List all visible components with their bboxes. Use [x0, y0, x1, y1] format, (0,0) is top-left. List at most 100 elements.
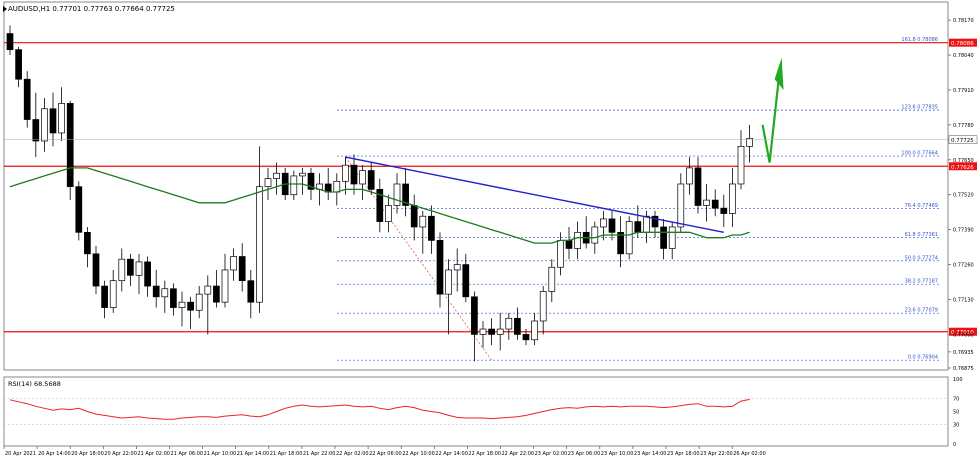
fib-label: 123.6 0.77835 — [901, 105, 938, 111]
bullish-arrow — [761, 71, 781, 163]
fib-label: 0.0 0.76904 — [908, 355, 938, 361]
candle-bull — [393, 183, 401, 206]
candle-bull — [178, 301, 186, 308]
candle-bull — [729, 183, 736, 214]
time-tick-label: 21 Apr 22:00 — [303, 451, 336, 457]
rsi-line — [9, 398, 750, 420]
time-tick-label: 21 Apr 06:00 — [171, 451, 204, 457]
rsi-layer: 100 70 50 30 0 — [4, 377, 963, 448]
time-tick-label: 23 Apr 14:00 — [634, 451, 667, 457]
price-tick-label: 0.77260 — [953, 263, 974, 269]
candle-bull — [342, 164, 349, 182]
candle-bull — [41, 108, 48, 142]
time-tick-label: 20 Apr 22:00 — [104, 451, 137, 457]
moving-average-line — [9, 167, 750, 244]
candle-bull — [359, 170, 366, 185]
candle-bull — [479, 328, 487, 335]
current-price-label: 0.77725 — [951, 138, 974, 144]
candle-bear — [152, 285, 160, 298]
overlay-layer — [9, 57, 784, 244]
time-tick-label: 23 Apr 06:00 — [568, 451, 601, 457]
candle-bear — [49, 108, 57, 134]
candle-bull — [419, 215, 427, 228]
time-tick-label: 21 Apr 18:00 — [270, 451, 303, 457]
candle-bear — [660, 226, 667, 249]
candle-bull — [256, 186, 263, 303]
arrow-head-icon — [774, 57, 784, 90]
time-tick-label: 22 Apr 18:00 — [468, 451, 501, 457]
candle-bull — [746, 137, 753, 147]
candle-bear — [608, 218, 616, 233]
rsi-tick-label: 0 — [953, 442, 956, 448]
candle-bear — [651, 215, 659, 228]
rsi-tick-label: 30 — [953, 423, 959, 429]
candle-bear — [428, 215, 435, 241]
candle-bear — [617, 231, 624, 255]
price-tick-label: 0.77390 — [953, 228, 974, 234]
candle-bear — [213, 285, 220, 303]
candle-bull — [453, 264, 461, 271]
time-tick-label: 22 Apr 02:00 — [336, 451, 369, 457]
candle-bear — [694, 167, 702, 206]
candle-bear — [436, 240, 444, 295]
price-tick-label: 0.77000 — [953, 332, 974, 338]
candle-bull — [600, 218, 607, 228]
candle-bear — [488, 328, 495, 335]
candle-bull — [333, 180, 341, 193]
time-tick-label: 20 Apr 18:00 — [71, 451, 104, 457]
candle-bear — [402, 183, 409, 206]
candle-bull — [625, 221, 633, 255]
fib-label: 100.0 0.77664 — [901, 151, 938, 157]
price-tick-label: 0.77130 — [953, 297, 974, 303]
time-tick-label: 23 Apr 02:00 — [535, 451, 568, 457]
candle-bear — [187, 301, 194, 311]
candle-bull — [677, 183, 685, 228]
current-price-tag — [948, 135, 978, 144]
time-tick-label: 22 Apr 22:00 — [502, 451, 535, 457]
fib-label: 23.6 0.77079 — [905, 308, 938, 314]
time-tick-label: 21 Apr 02:00 — [137, 451, 170, 457]
time-tick-label: 23 Apr 10:00 — [601, 451, 634, 457]
chart-title-symbol: AUDUSD,H1 0.77701 0.77763 0.77664 0.7772… — [8, 5, 175, 13]
candle-bull — [273, 172, 280, 179]
candle-bear — [522, 334, 530, 341]
candle-bull — [686, 167, 693, 185]
candle-bear — [84, 231, 91, 255]
time-tick-label: 22 Apr 06:00 — [369, 451, 402, 457]
candle-bear — [127, 258, 134, 276]
candle-bull — [445, 269, 452, 295]
candle-bull — [737, 146, 745, 185]
fib-label: 61.8 0.77361 — [905, 232, 938, 238]
candle-bear — [410, 205, 418, 228]
symbol-marker-icon — [3, 6, 7, 12]
level-price-label: 0.77010 — [951, 330, 974, 336]
candle-bull — [221, 269, 229, 303]
candle-bear — [711, 199, 719, 209]
candle-bear — [92, 253, 100, 287]
fib-label: 76.4 0.77469 — [905, 203, 938, 209]
candle-bull — [496, 328, 504, 335]
time-tick-label: 21 Apr 14:00 — [237, 451, 270, 457]
candle-bear — [367, 170, 375, 190]
bearish-trendline — [345, 156, 724, 234]
candle-bull — [135, 261, 143, 276]
candle-bull — [643, 215, 650, 233]
time-tick-label: 20 Apr 2021 — [5, 451, 36, 457]
price-tick-label: 0.78170 — [953, 18, 974, 24]
fib-label: 38.2 0.77187 — [905, 279, 938, 285]
candle-bull — [195, 293, 203, 311]
candle-bull — [58, 103, 65, 134]
time-tick-label: 22 Apr 14:00 — [435, 451, 468, 457]
candle-bull — [548, 266, 556, 292]
rsi-tick-label: 70 — [953, 397, 959, 403]
time-tick-label: 23 Apr 18:00 — [667, 451, 700, 457]
candle-bull — [109, 280, 117, 308]
price-tick-label: 0.77910 — [953, 88, 974, 94]
time-tick-label: 22 Apr 10:00 — [402, 451, 435, 457]
level-price-tag — [949, 162, 977, 171]
price-panel — [3, 1, 949, 371]
fib-label: 50.0 0.77274 — [905, 255, 938, 261]
price-tick-label: 0.76875 — [953, 366, 974, 372]
candle-bull — [531, 320, 538, 341]
